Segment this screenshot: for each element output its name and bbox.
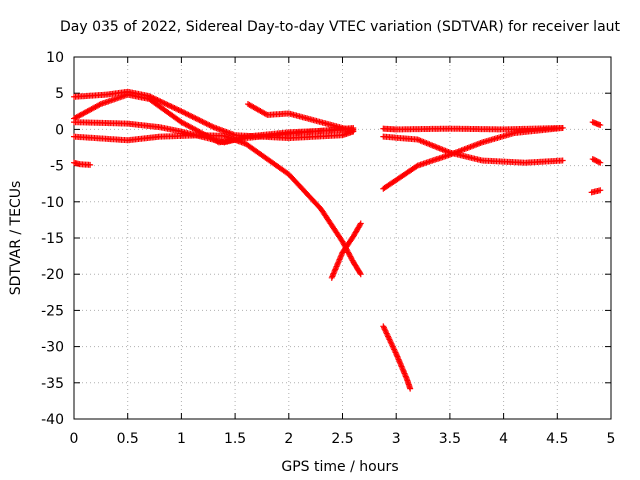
data-point	[597, 187, 604, 194]
y-axis-label: SDTVAR / TECUs	[8, 181, 24, 296]
y-tick-label: 10	[46, 50, 64, 66]
x-tick-label: 2.5	[331, 431, 353, 447]
chart-title: Day 035 of 2022, Sidereal Day-to-day VTE…	[60, 19, 621, 35]
series-arc-f	[244, 101, 357, 134]
data-point	[407, 385, 414, 392]
x-tick-label: 4	[499, 431, 508, 447]
data-point	[559, 124, 566, 131]
series-arc-k	[380, 323, 414, 392]
y-tick-label: 5	[55, 86, 64, 102]
series-arc-j	[380, 124, 566, 192]
y-tick-label: -20	[41, 267, 64, 283]
series-arc-d	[71, 132, 364, 278]
y-tick-label: -40	[41, 412, 64, 428]
x-axis-label: GPS time / hours	[281, 459, 398, 475]
y-tick-label: 0	[55, 122, 64, 138]
data-point	[350, 127, 357, 134]
series-arc-i	[380, 133, 566, 166]
x-tick-label: 1	[177, 431, 186, 447]
y-tick-label: -35	[41, 376, 64, 392]
y-tick-label: -25	[41, 303, 64, 319]
y-tick-label: -30	[41, 340, 64, 356]
x-axis: 0 0.5 1 1.5 2 2.5 3 3.5 4 4.5 5	[70, 57, 616, 447]
data-point	[357, 271, 364, 278]
series-arc-n	[588, 187, 604, 196]
y-tick-label: -10	[41, 195, 64, 211]
y-axis: 10 5 0 -5 -10 -15 -20 -25 -30 -35 -40	[41, 50, 611, 428]
y-tick-label: -5	[50, 159, 64, 175]
data-point	[357, 220, 364, 227]
x-tick-label: 4.5	[546, 431, 568, 447]
x-tick-label: 0	[70, 431, 79, 447]
x-tick-label: 2	[284, 431, 293, 447]
x-tick-label: 1.5	[224, 431, 246, 447]
series-arc-e	[71, 159, 94, 168]
data-point	[357, 221, 364, 228]
series-arc-l	[589, 119, 604, 129]
data-point	[357, 269, 364, 276]
series-arc-g	[328, 220, 364, 281]
data-point	[597, 122, 604, 129]
series-arc-m	[589, 156, 604, 166]
data-points	[71, 88, 604, 392]
data-point	[87, 161, 94, 168]
x-tick-label: 0.5	[117, 431, 139, 447]
data-point	[96, 101, 103, 108]
data-point	[597, 159, 604, 166]
x-tick-label: 3	[392, 431, 401, 447]
data-point	[413, 163, 420, 170]
data-point	[596, 159, 603, 166]
x-tick-label: 5	[607, 431, 616, 447]
y-tick-label: -15	[41, 231, 64, 247]
data-point	[559, 157, 566, 164]
x-tick-label: 3.5	[439, 431, 461, 447]
